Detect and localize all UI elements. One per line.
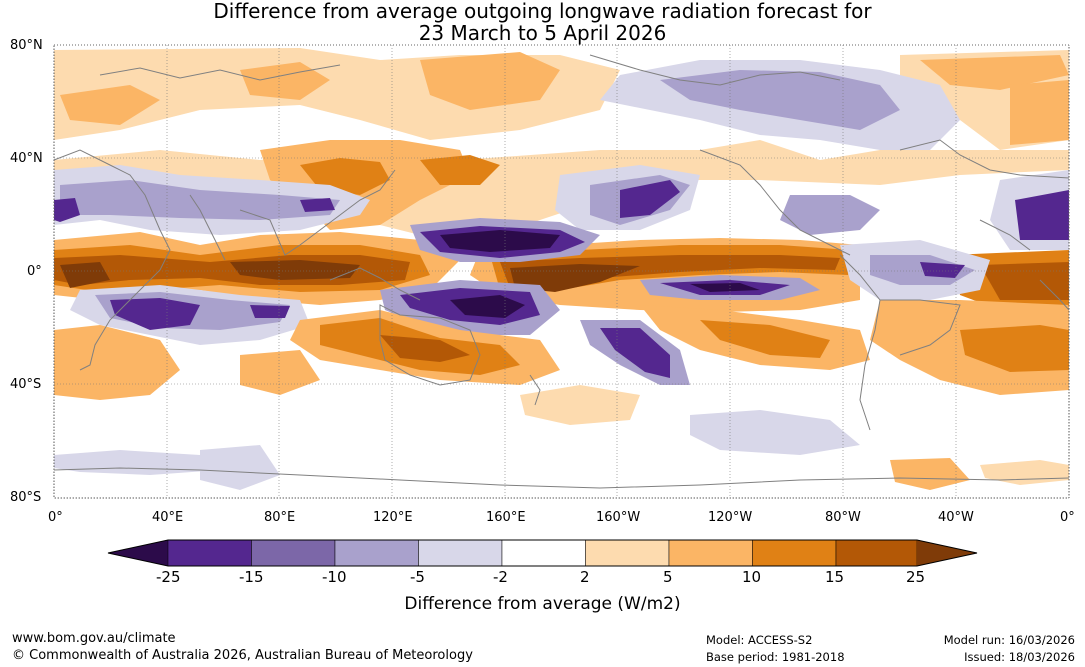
colorbar-swatch-6 [585,539,670,567]
colorbar-tick-5: -2 [493,568,508,586]
colorbar-outline [107,539,978,567]
footer-website: www.bom.gov.au/climate [12,631,176,646]
colorbar-swatch-8 [752,539,837,567]
lon-label-0-left: 0° [48,510,63,525]
colorbar-swatch-2 [251,539,336,567]
colorbar-arrow-high [917,540,977,566]
colorbar-swatch-1 [167,539,252,567]
footer-model-run: Model run: 16/03/2026 [943,633,1075,647]
lon-label-80e: 80°E [264,510,296,525]
graticule [53,44,1070,499]
colorbar-swatch-7 [668,539,753,567]
lon-label-160e: 160°E [486,510,526,525]
colorbar-tick-2: -15 [239,568,264,586]
colorbar-swatch-5 [501,539,586,567]
colorbar-swatch-4 [418,539,503,567]
coastlines [53,54,1070,489]
colorbar-swatch-9 [835,539,918,567]
colorbar-tick-7: 5 [663,568,673,586]
lon-label-0-right: 0° [1060,510,1075,525]
colorbar-tick-8: 10 [742,568,762,586]
title-line-2: 23 March to 5 April 2026 [418,21,667,45]
footer-model: Model: ACCESS-S2 [706,633,813,647]
footer-copyright: © Commonwealth of Australia 2026, Austra… [12,648,473,663]
lon-label-120w: 120°W [708,510,753,525]
colorbar-arrow-low [108,540,168,566]
lon-label-40e: 40°E [152,510,184,525]
lon-label-40w: 40°W [938,510,974,525]
colorbar-tick-4: -5 [410,568,425,586]
lon-label-120e: 120°E [373,510,413,525]
lat-label-80n: 80°N [10,38,43,53]
anomaly-shading [54,45,1069,498]
colorbar-title: Difference from average (W/m2) [404,594,681,614]
lon-label-160w: 160°W [596,510,641,525]
lat-label-equator: 0° [27,264,42,279]
lat-label-40n: 40°N [10,151,43,166]
lon-label-80w: 80°W [825,510,861,525]
color-bar [107,539,978,567]
colorbar-swatch-3 [334,539,419,567]
lat-label-40s: 40°S [10,377,42,392]
footer-base-period: Base period: 1981-2018 [706,650,845,664]
colorbar-tick-10: 25 [906,568,926,586]
colorbar-tick-6: 2 [580,568,590,586]
colorbar-tick-9: 15 [825,568,845,586]
title-line-1: Difference from average outgoing longwav… [213,0,872,23]
lat-label-80s: 80°S [10,490,42,505]
colorbar-tick-1: -25 [156,568,181,586]
colorbar-tick-3: -10 [322,568,347,586]
footer-issued: Issued: 18/03/2026 [964,650,1075,664]
